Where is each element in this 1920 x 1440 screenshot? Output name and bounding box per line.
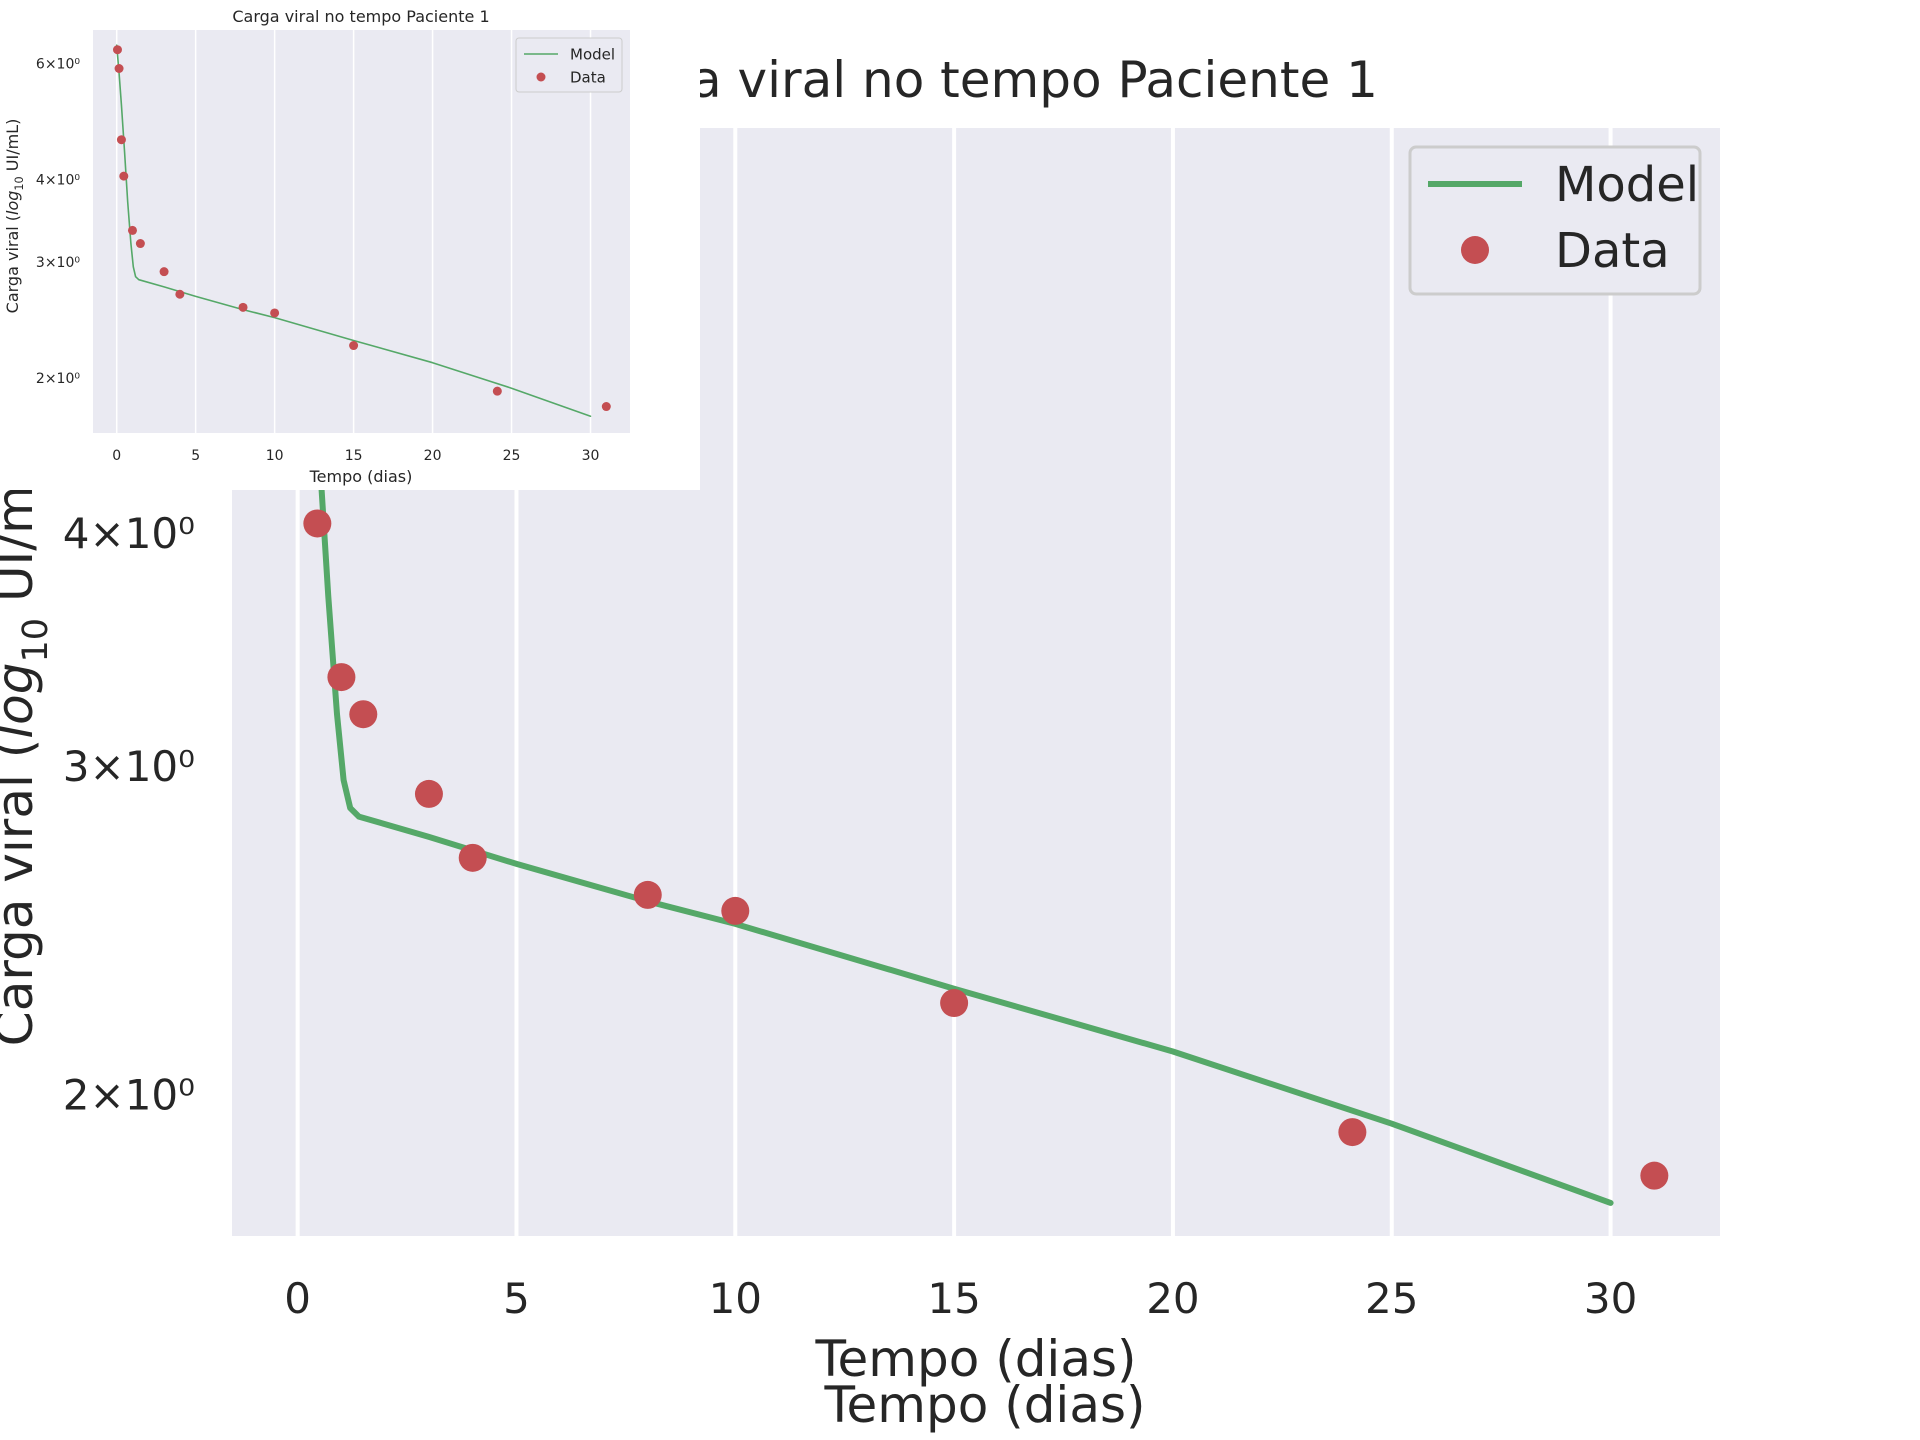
legend-label: Model [570, 45, 615, 63]
legend-label: Model [1555, 157, 1699, 213]
data-point [349, 341, 359, 351]
data-point [135, 239, 145, 249]
data-point [116, 135, 126, 145]
data-point [270, 308, 280, 318]
y-tick-label: 2×10⁰ [63, 1071, 195, 1120]
data-point [303, 509, 332, 538]
y-axis-label-part: 10 [16, 618, 56, 663]
x-tick-label: 5 [191, 448, 200, 464]
data-point [112, 45, 122, 55]
legend-dot-icon [536, 72, 546, 82]
data-point [349, 700, 378, 729]
data-point [633, 880, 662, 909]
y-axis-label-part: Carga viral ( [3, 215, 22, 313]
x-axis-label: Tempo (dias) [814, 1330, 1136, 1388]
x-axis-label-repeat: Tempo (dias) [823, 1376, 1145, 1434]
x-tick-label: 20 [424, 448, 442, 464]
data-point [327, 663, 356, 692]
legend-label: Data [570, 68, 606, 86]
data-point [119, 171, 129, 181]
x-tick-label: 30 [582, 448, 600, 464]
data-point [175, 289, 185, 299]
y-tick-label: 3×10⁰ [63, 742, 195, 791]
x-tick-label: 15 [345, 448, 363, 464]
inset-chart: Carga viral no tempo Paciente 1 0 5 10 15 20 2… [0, 0, 700, 490]
chart-title: Carga viral no tempo Paciente 1 [574, 51, 1378, 109]
y-axis-label-part: log [3, 191, 22, 215]
x-tick-label: 0 [112, 448, 121, 464]
data-point [127, 225, 137, 235]
x-tick-label: 5 [503, 1274, 530, 1323]
y-axis-label-part: 10 [13, 176, 26, 190]
y-tick-label: 2×10⁰ [36, 371, 80, 387]
data-point [159, 267, 169, 277]
data-point [1640, 1161, 1669, 1190]
x-tick-label: 10 [266, 448, 284, 464]
y-tick-label: 4×10⁰ [63, 509, 195, 558]
data-point [414, 779, 443, 808]
plot-area [93, 30, 630, 433]
data-point [601, 402, 611, 412]
data-point [721, 896, 750, 925]
data-point [114, 64, 124, 74]
x-tick-label: 10 [709, 1274, 762, 1323]
x-axis-label: Tempo (dias) [309, 467, 413, 486]
y-axis-label-part: log [0, 662, 44, 738]
data-point [492, 386, 502, 396]
chart-title: Carga viral no tempo Paciente 1 [232, 7, 489, 26]
data-point [458, 843, 487, 872]
x-tick-label: 25 [1365, 1274, 1418, 1323]
data-marks [112, 44, 611, 418]
y-axis-label-part: Carga viral ( [0, 739, 44, 1046]
main-chart: Carga viral no tempo Paciente 1 0 5 10 15 20 2… [0, 51, 1720, 1434]
y-axis-label-part: UI/mL) [3, 119, 22, 177]
y-tick-label: 6×10⁰ [36, 57, 80, 73]
x-tick-label: 20 [1146, 1274, 1199, 1323]
y-tick-label: 3×10⁰ [36, 255, 80, 271]
legend-dot-icon [1461, 236, 1489, 264]
x-tick-label: 25 [503, 448, 521, 464]
y-axis-label: Carga viral (log10 UI/mL) [3, 119, 26, 314]
y-axis-label: Carga viral (log10 UI/mL) [0, 438, 56, 1046]
legend-label: Data [1555, 223, 1670, 279]
data-point [1338, 1118, 1367, 1147]
data-point [940, 989, 969, 1018]
x-tick-label: 15 [927, 1274, 980, 1323]
x-tick-label: 30 [1584, 1274, 1637, 1323]
y-tick-label: 4×10⁰ [36, 173, 80, 189]
data-point [238, 302, 248, 312]
x-tick-label: 0 [284, 1274, 311, 1323]
